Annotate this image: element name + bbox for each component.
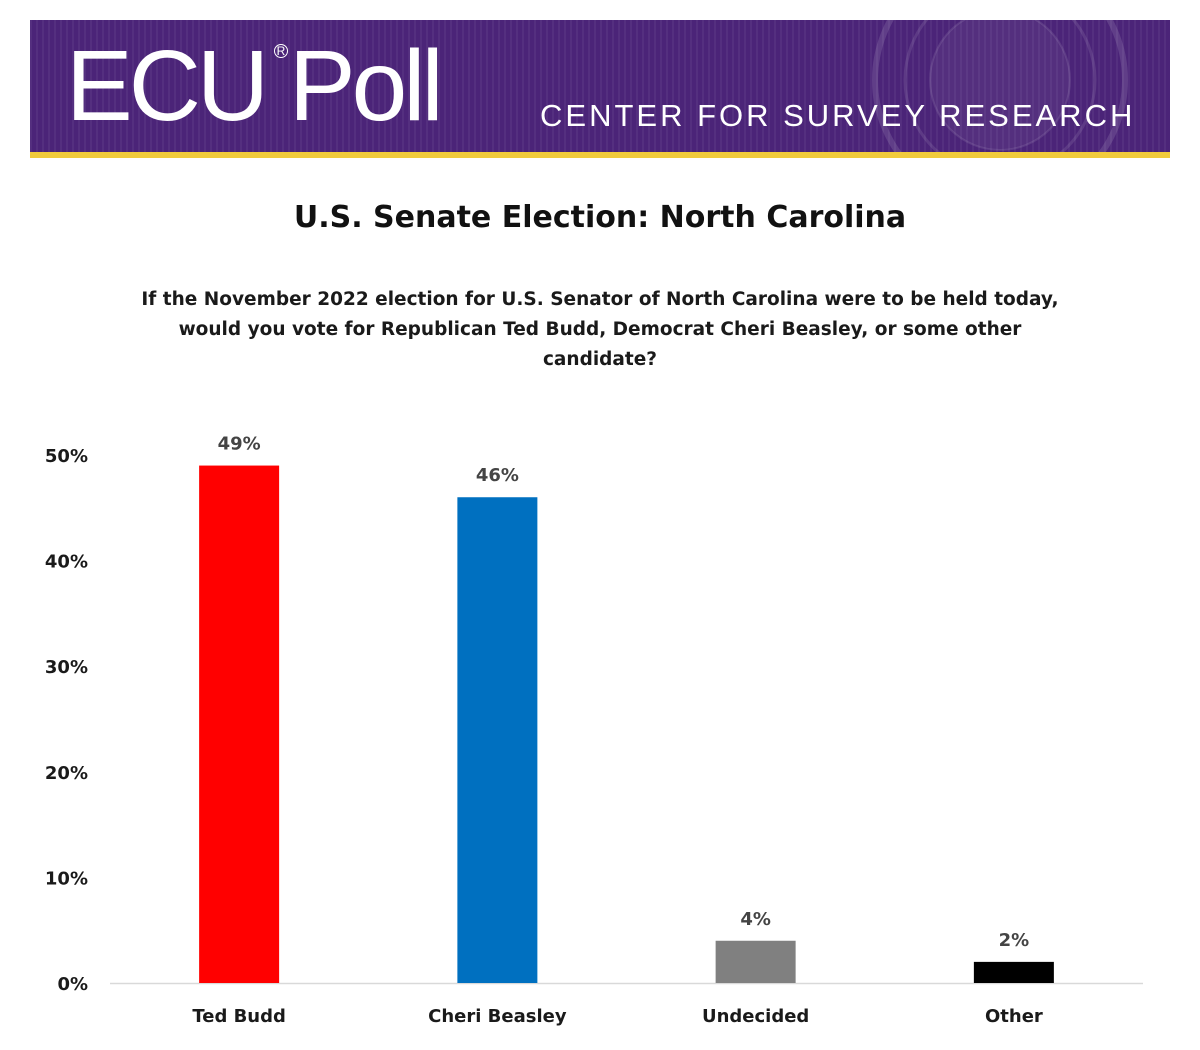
x-category-label: Undecided: [702, 1006, 809, 1027]
banner-gold-stripe: [30, 152, 1170, 158]
ecu-poll-banner: ECU Poll R CENTER FOR SURVEY RESEARCH: [30, 20, 1170, 152]
logo-text: ECU Poll: [66, 30, 444, 142]
chart-title: U.S. Senate Election: North Carolina: [293, 200, 907, 235]
x-category-label: Ted Budd: [192, 1006, 286, 1027]
university-seal-watermark: [872, 20, 1128, 152]
bar: [715, 940, 796, 983]
y-tick-label: 40%: [45, 552, 88, 573]
banner-subtitle: CENTER FOR SURVEY RESEARCH: [540, 98, 1136, 133]
data-label: 4%: [740, 909, 771, 930]
y-tick-label: 0%: [57, 974, 88, 995]
registered-mark-icon: R: [274, 44, 288, 58]
bar: [973, 961, 1054, 983]
y-tick-label: 20%: [45, 763, 88, 784]
y-tick-label: 10%: [45, 868, 88, 889]
data-label: 2%: [999, 930, 1030, 951]
x-category-label: Other: [985, 1006, 1043, 1027]
bar: [199, 465, 280, 983]
data-label: 46%: [476, 465, 519, 486]
data-label: 49%: [218, 434, 261, 455]
bar: [457, 497, 538, 983]
x-category-label: Cheri Beasley: [428, 1006, 567, 1027]
y-tick-label: 30%: [45, 657, 88, 678]
chart-question: If the November 2022 election for U.S. S…: [141, 289, 1059, 370]
y-tick-label: 50%: [45, 446, 88, 467]
